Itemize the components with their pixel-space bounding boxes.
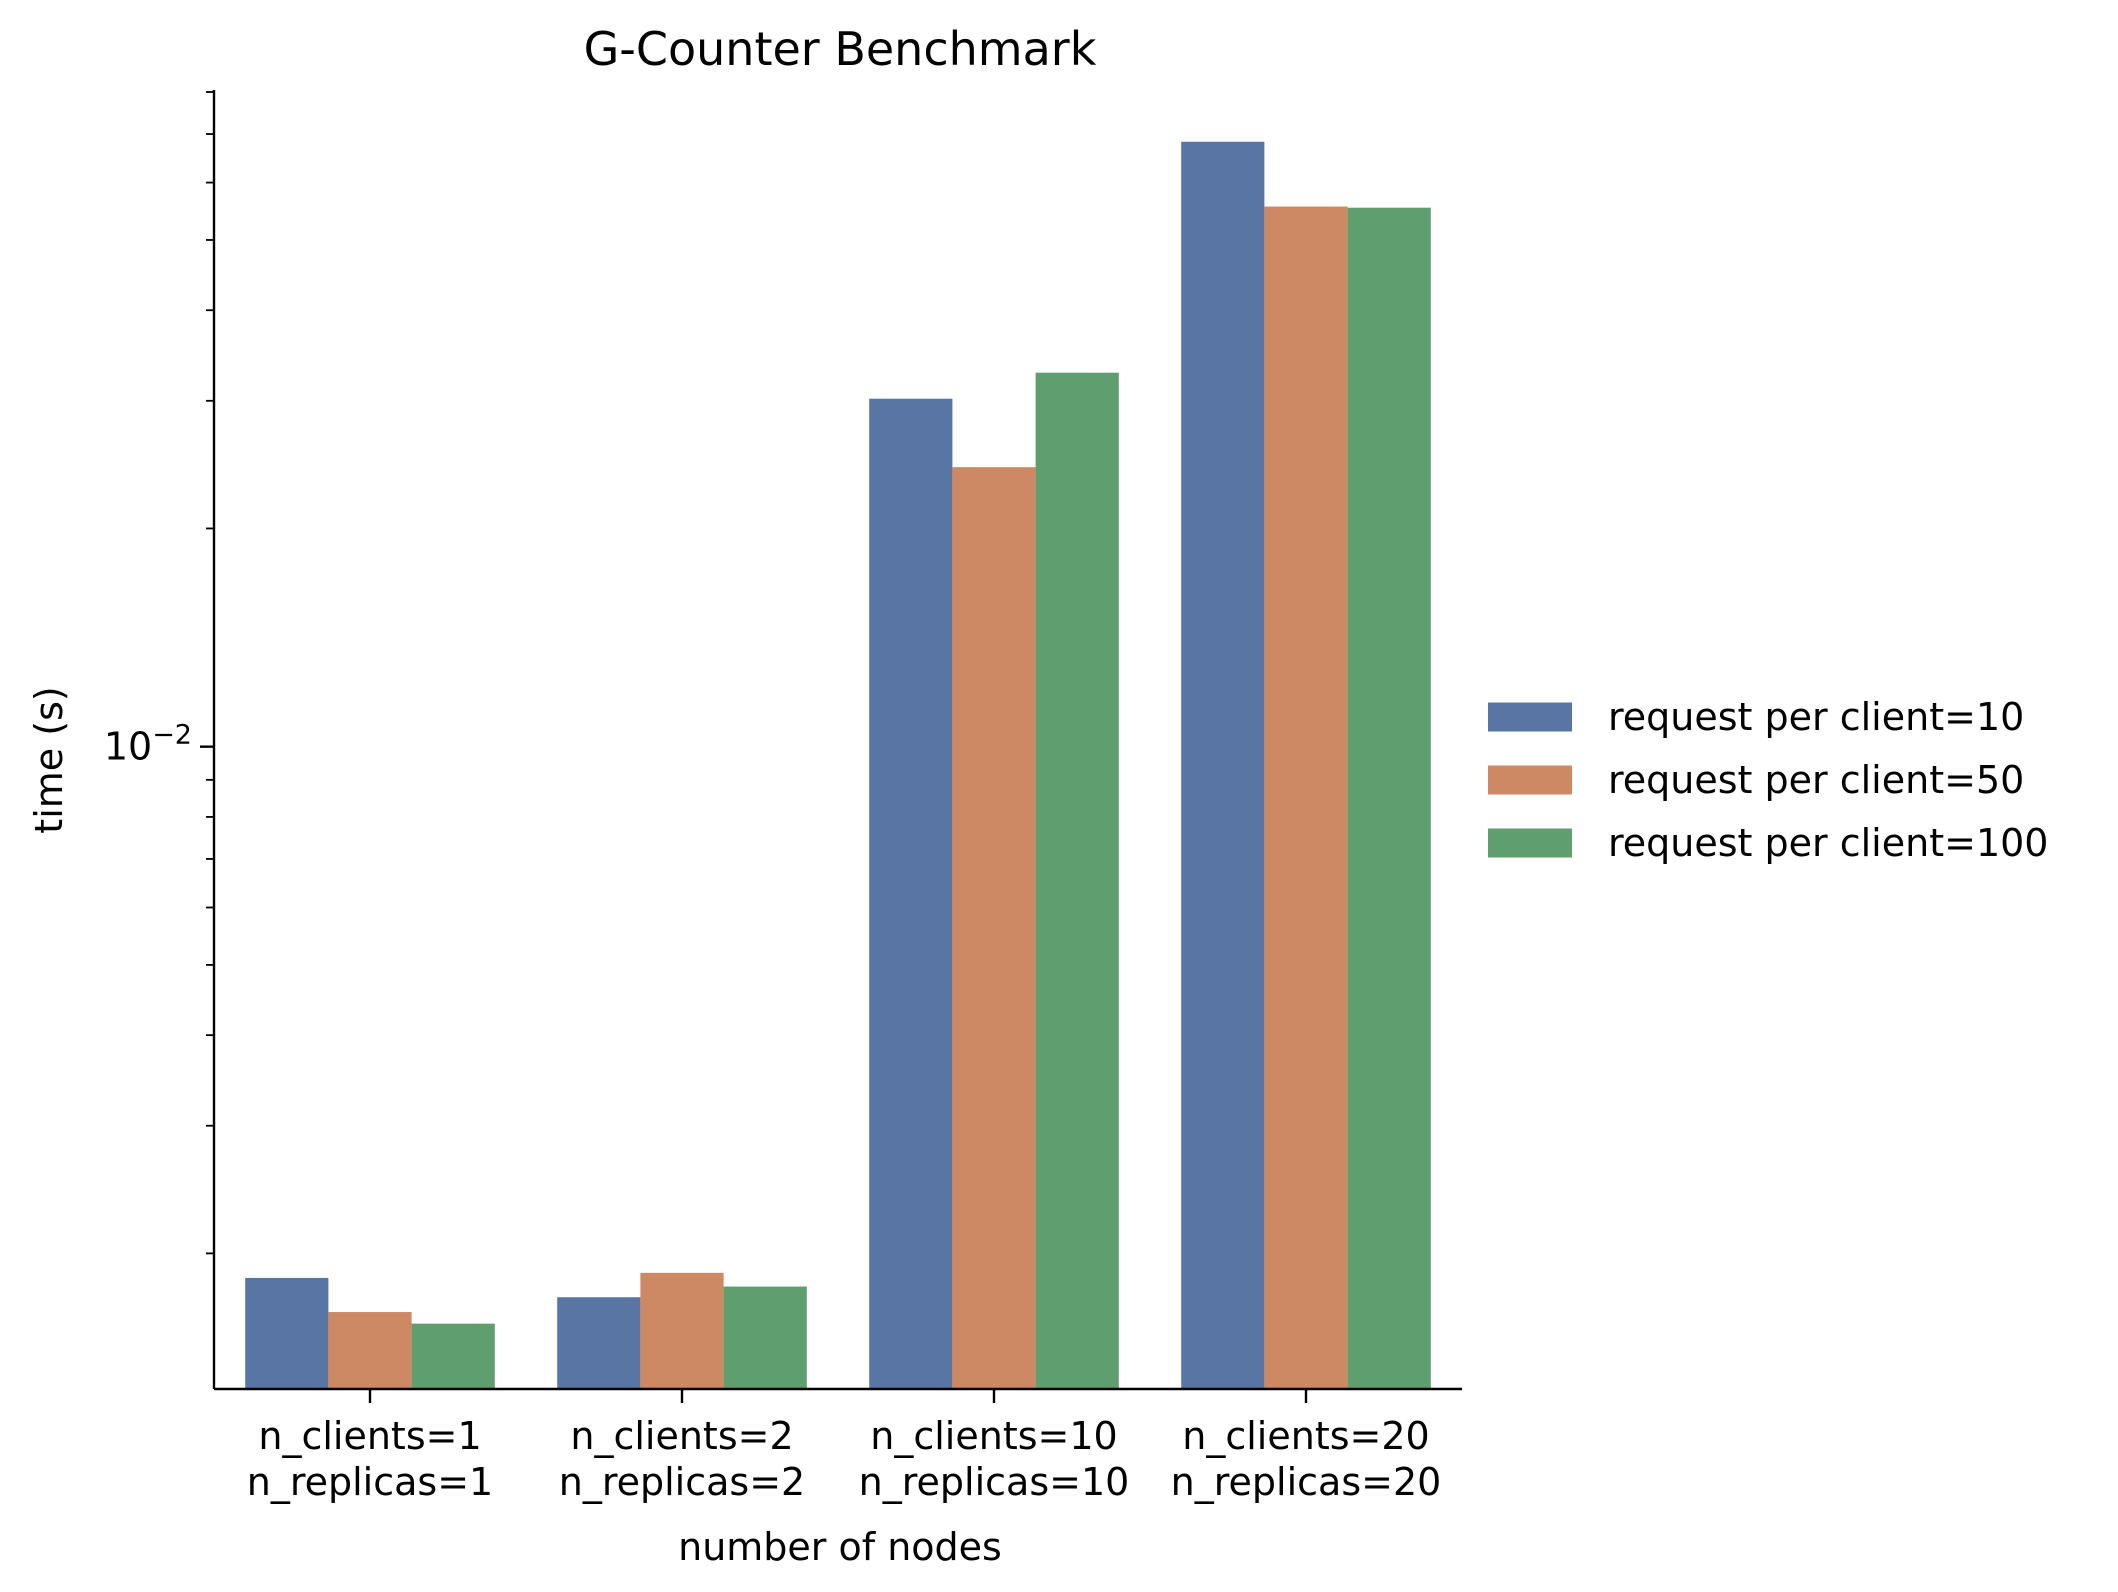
bar-series-2-category-1 [328, 1312, 412, 1389]
bar-series-1-category-4 [1181, 141, 1265, 1389]
legend-label-3: request per client=100 [1608, 821, 2048, 865]
bar-series-3-category-1 [411, 1323, 495, 1389]
legend-label-1: request per client=10 [1608, 695, 2024, 739]
bars-layer [245, 141, 1431, 1390]
bar-series-2-category-4 [1264, 206, 1348, 1389]
legend-swatch-1 [1488, 702, 1572, 732]
y-axis-label: time (s) [27, 686, 71, 833]
bar-series-3-category-2 [723, 1286, 807, 1389]
x-tick-label-1: n_clients=1 n_replicas=1 [247, 1414, 493, 1504]
bar-series-2-category-3 [952, 467, 1036, 1389]
x-axis-label: number of nodes [678, 1525, 1002, 1569]
x-tick-label-3: n_clients=10 n_replicas=10 [859, 1414, 1130, 1504]
axes-layer: 10−2 n_clients=1 n_replicas=1 n_clients=2 n_… [104, 90, 1462, 1504]
legend-label-2: request per client=50 [1608, 758, 2024, 802]
bar-series-1-category-1 [245, 1277, 329, 1389]
x-tick-label-4: n_clients=20 n_replicas=20 [1171, 1414, 1442, 1504]
legend: request per client=10 request per client=… [1488, 695, 2048, 865]
bar-series-3-category-3 [1035, 372, 1119, 1389]
legend-swatch-3 [1488, 828, 1572, 858]
x-tick-label-2: n_clients=2 n_replicas=2 [559, 1414, 805, 1504]
legend-swatch-2 [1488, 765, 1572, 795]
bar-series-3-category-4 [1347, 207, 1431, 1390]
bar-series-2-category-2 [640, 1272, 724, 1389]
bar-series-1-category-3 [869, 398, 953, 1389]
chart-title: G-Counter Benchmark [584, 22, 1097, 76]
bar-series-1-category-2 [557, 1297, 641, 1389]
y-tick-label-1: 10−2 [104, 720, 192, 769]
